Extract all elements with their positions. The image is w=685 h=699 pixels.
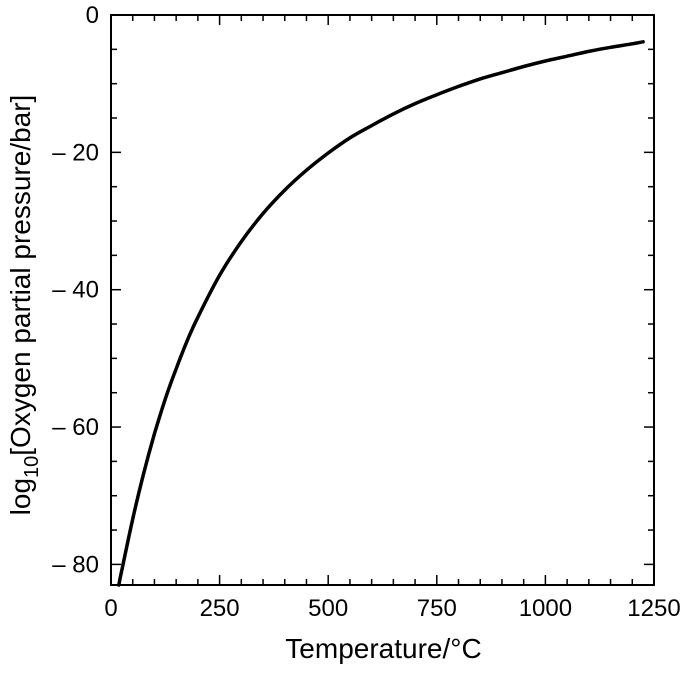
x-tick-labels: 0 250 500 750 1000 1250 bbox=[104, 595, 680, 622]
axis-ticks bbox=[110, 14, 655, 585]
y-tick-label: – 20 bbox=[52, 139, 99, 166]
y-tick-label: – 60 bbox=[52, 414, 99, 441]
x-tick-label: 1250 bbox=[627, 595, 680, 622]
y-tick-label: – 40 bbox=[52, 277, 99, 304]
y-tick-labels: 0 – 20 – 40 – 60 – 80 bbox=[52, 2, 99, 578]
x-tick-label: 750 bbox=[417, 595, 457, 622]
y-axis-label: log10[Oxygen partial pressure/bar] bbox=[5, 95, 43, 516]
x-tick-label: 250 bbox=[200, 595, 240, 622]
y-tick-label: – 80 bbox=[52, 551, 99, 578]
x-tick-label: 0 bbox=[104, 595, 117, 622]
data-line bbox=[117, 40, 645, 587]
y-axis-label-subscript: 10 bbox=[21, 456, 43, 478]
x-axis-label: Temperature/°C bbox=[285, 633, 481, 664]
plot-frame bbox=[110, 14, 655, 586]
y-axis-label-suffix: [Oxygen partial pressure/bar] bbox=[5, 95, 36, 456]
x-tick-label: 1000 bbox=[519, 595, 572, 622]
y-tick-label: 0 bbox=[86, 2, 99, 29]
x-tick-label: 500 bbox=[308, 595, 348, 622]
y-axis-label-prefix: log bbox=[5, 478, 36, 515]
